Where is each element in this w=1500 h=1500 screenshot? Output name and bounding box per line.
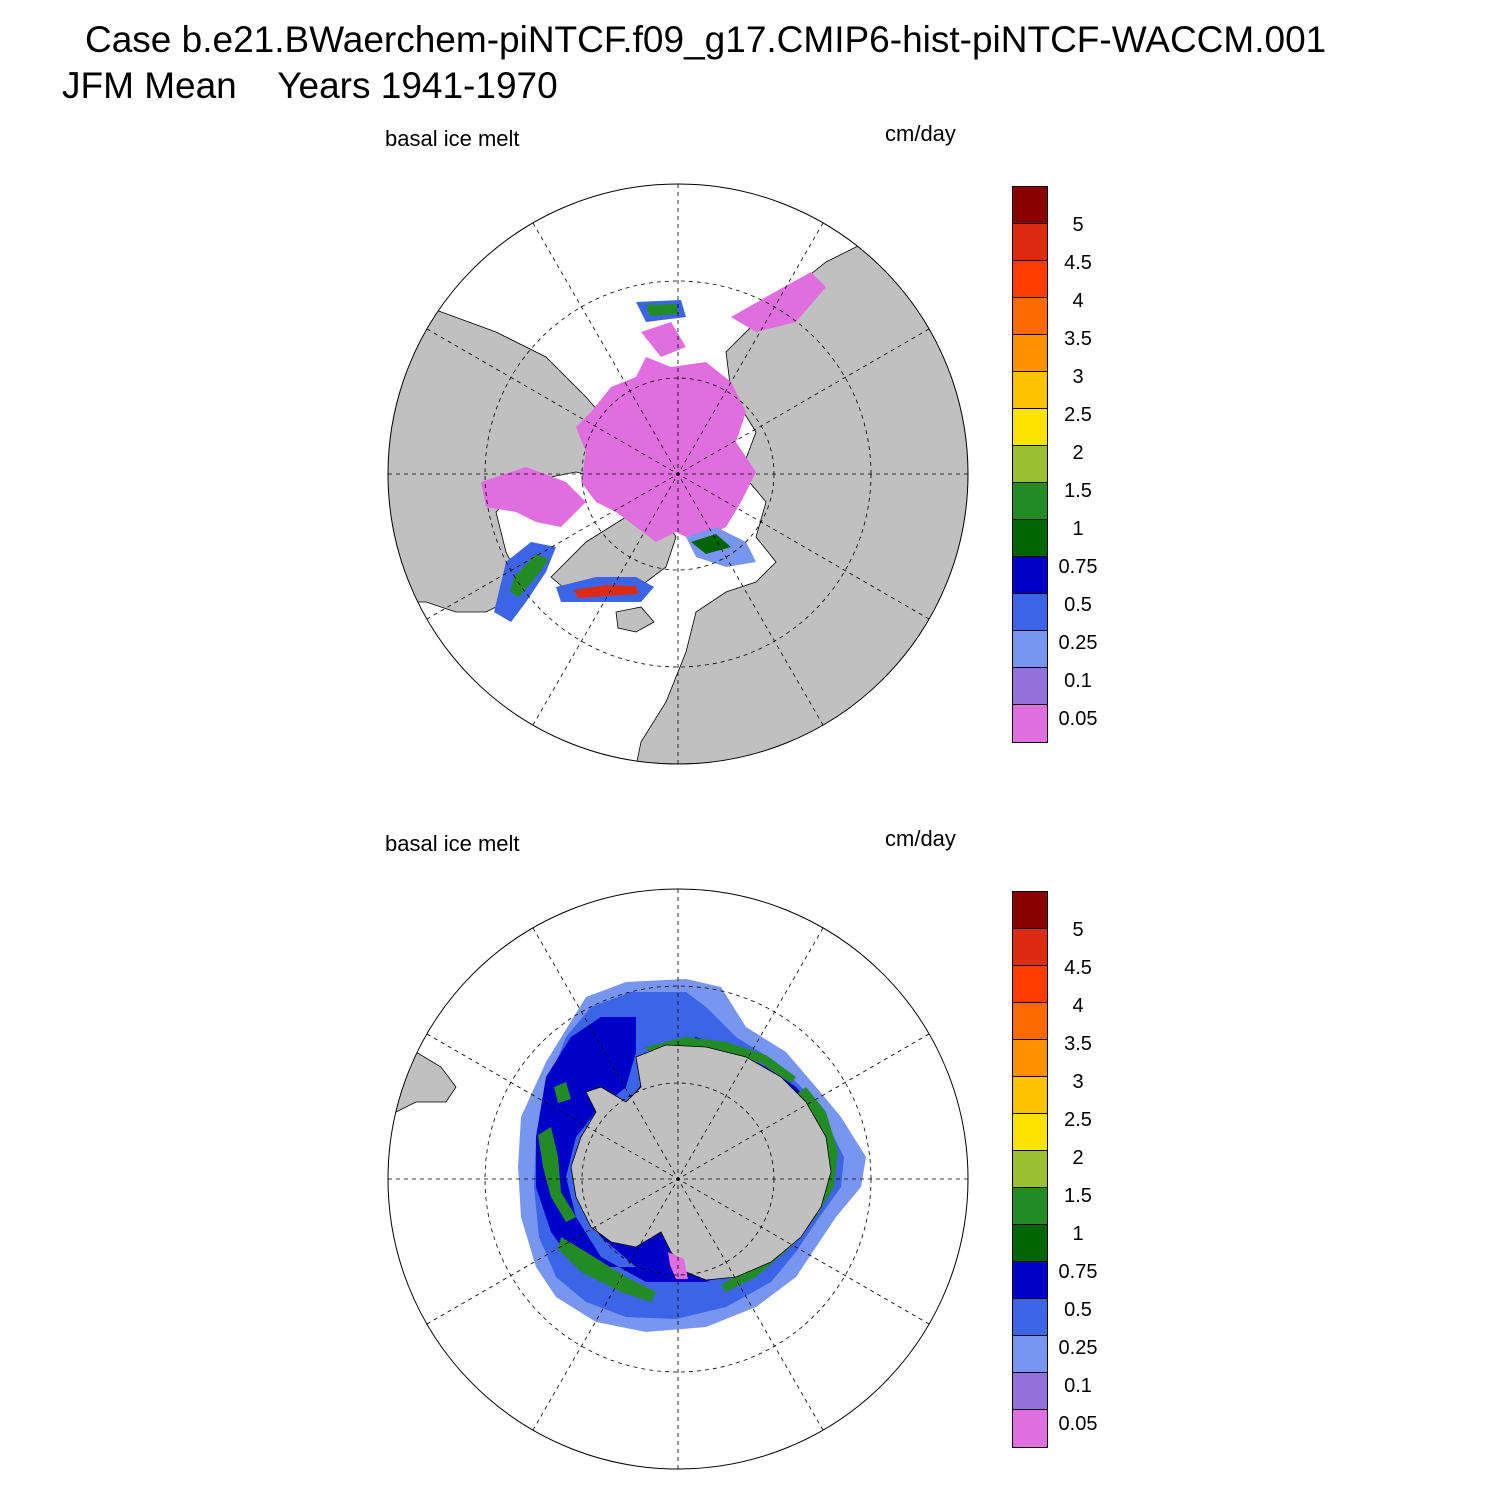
- colorbar-box: [1013, 1188, 1047, 1225]
- colorbar-tick-label: 0.75: [1058, 1261, 1098, 1283]
- colorbar-tick-label: 0.75: [1058, 556, 1098, 578]
- colorbar-box: [1013, 668, 1047, 705]
- colorbar-tick-label: 0.5: [1064, 1299, 1092, 1321]
- colorbar-box: [1013, 1225, 1047, 1262]
- colorbar-tick-label: 0.05: [1058, 708, 1098, 730]
- arctic-basin-melt: [576, 357, 756, 542]
- colorbar-tick-label: 5: [1072, 214, 1084, 236]
- colorbar-box: [1013, 483, 1047, 520]
- figure-subtitle: JFM Mean Years 1941-1970: [62, 65, 558, 106]
- colorbar-box: [1013, 372, 1047, 409]
- colorbar-box: [1013, 557, 1047, 594]
- colorbar-box: [1013, 594, 1047, 631]
- colorbar-box: [1013, 520, 1047, 557]
- colorbar-box: [1013, 892, 1047, 929]
- colorbar-box: [1013, 631, 1047, 668]
- coastal-melt-band-ross: [558, 1237, 656, 1302]
- colorbar-tick-label: 3.5: [1064, 1033, 1092, 1055]
- colorbar-box: [1013, 966, 1047, 1003]
- colorbar-tick-label: 2: [1072, 1147, 1084, 1169]
- south-polar-map: [387, 888, 969, 1470]
- iceland-island: [615, 606, 655, 633]
- south-units-label: cm/day: [885, 826, 956, 851]
- colorbar-box: [1013, 1151, 1047, 1188]
- colorbar-tick-label: 4.5: [1064, 957, 1092, 979]
- colorbar-box: [1013, 446, 1047, 483]
- colorbar-box: [1013, 1003, 1047, 1040]
- colorbar-box: [1013, 1410, 1047, 1447]
- colorbar-tick-label: 4.5: [1064, 252, 1092, 274]
- hudson-bay-melt: [481, 467, 586, 527]
- weddell-sea-small-melt: [554, 1082, 571, 1103]
- colorbar-box: [1013, 224, 1047, 261]
- north-colorbar: [1012, 186, 1048, 743]
- colorbar-tick-label: 5: [1072, 919, 1084, 941]
- colorbar-tick-label: 0.5: [1064, 594, 1092, 616]
- colorbar-tick-label: 0.25: [1058, 1337, 1098, 1359]
- bering-sea-melt: [641, 322, 686, 357]
- colorbar-tick-label: 1: [1072, 518, 1084, 540]
- south-panel: basal ice melt cm/day: [0, 705, 1500, 1470]
- colorbar-box: [1013, 1077, 1047, 1114]
- colorbar-box: [1013, 1262, 1047, 1299]
- colorbar-box: [1013, 187, 1047, 224]
- colorbar-tick-label: 2.5: [1064, 1109, 1092, 1131]
- okhotsk-sea-melt: [731, 272, 826, 332]
- coastal-melt-band-north: [646, 1037, 796, 1083]
- colorbar-tick-label: 1.5: [1064, 480, 1092, 502]
- colorbar-box: [1013, 335, 1047, 372]
- colorbar-tick-label: 1.5: [1064, 1185, 1092, 1207]
- south-variable-label: basal ice melt: [385, 831, 520, 856]
- north-units-label: cm/day: [885, 121, 956, 146]
- north-variable-label: basal ice melt: [385, 126, 520, 151]
- colorbar-tick-label: 2.5: [1064, 404, 1092, 426]
- colorbar-tick-label: 2: [1072, 442, 1084, 464]
- south-colorbar: [1012, 891, 1048, 1448]
- colorbar-box: [1013, 261, 1047, 298]
- coastal-melt-band-west: [538, 1127, 576, 1222]
- colorbar-box: [1013, 1373, 1047, 1410]
- north-polar-map: [387, 183, 969, 765]
- colorbar-box: [1013, 409, 1047, 446]
- colorbar-box: [1013, 705, 1047, 742]
- colorbar-tick-label: 1: [1072, 1223, 1084, 1245]
- labrador-sea-strong-melt: [510, 554, 549, 597]
- colorbar-tick-label: 3: [1072, 1071, 1084, 1093]
- colorbar-tick-label: 0.1: [1064, 1375, 1092, 1397]
- colorbar-tick-label: 4: [1072, 995, 1084, 1017]
- colorbar-box: [1013, 298, 1047, 335]
- colorbar-box: [1013, 1299, 1047, 1336]
- colorbar-tick-label: 0.05: [1058, 1413, 1098, 1435]
- colorbar-tick-label: 3.5: [1064, 328, 1092, 350]
- figure-title: Case b.e21.BWaerchem-piNTCF.f09_g17.CMIP…: [85, 19, 1327, 60]
- colorbar-tick-label: 4: [1072, 290, 1084, 312]
- colorbar-tick-label: 0.1: [1064, 670, 1092, 692]
- colorbar-box: [1013, 1040, 1047, 1077]
- chukchi-strong-melt: [646, 304, 679, 316]
- colorbar-tick-label: 3: [1072, 366, 1084, 388]
- colorbar-box: [1013, 1114, 1047, 1151]
- colorbar-box: [1013, 1336, 1047, 1373]
- north-panel: basal ice melt cm/day: [0, 0, 1500, 765]
- colorbar-box: [1013, 929, 1047, 966]
- east-greenland-peak-melt: [574, 585, 638, 598]
- colorbar-tick-label: 0.25: [1058, 632, 1098, 654]
